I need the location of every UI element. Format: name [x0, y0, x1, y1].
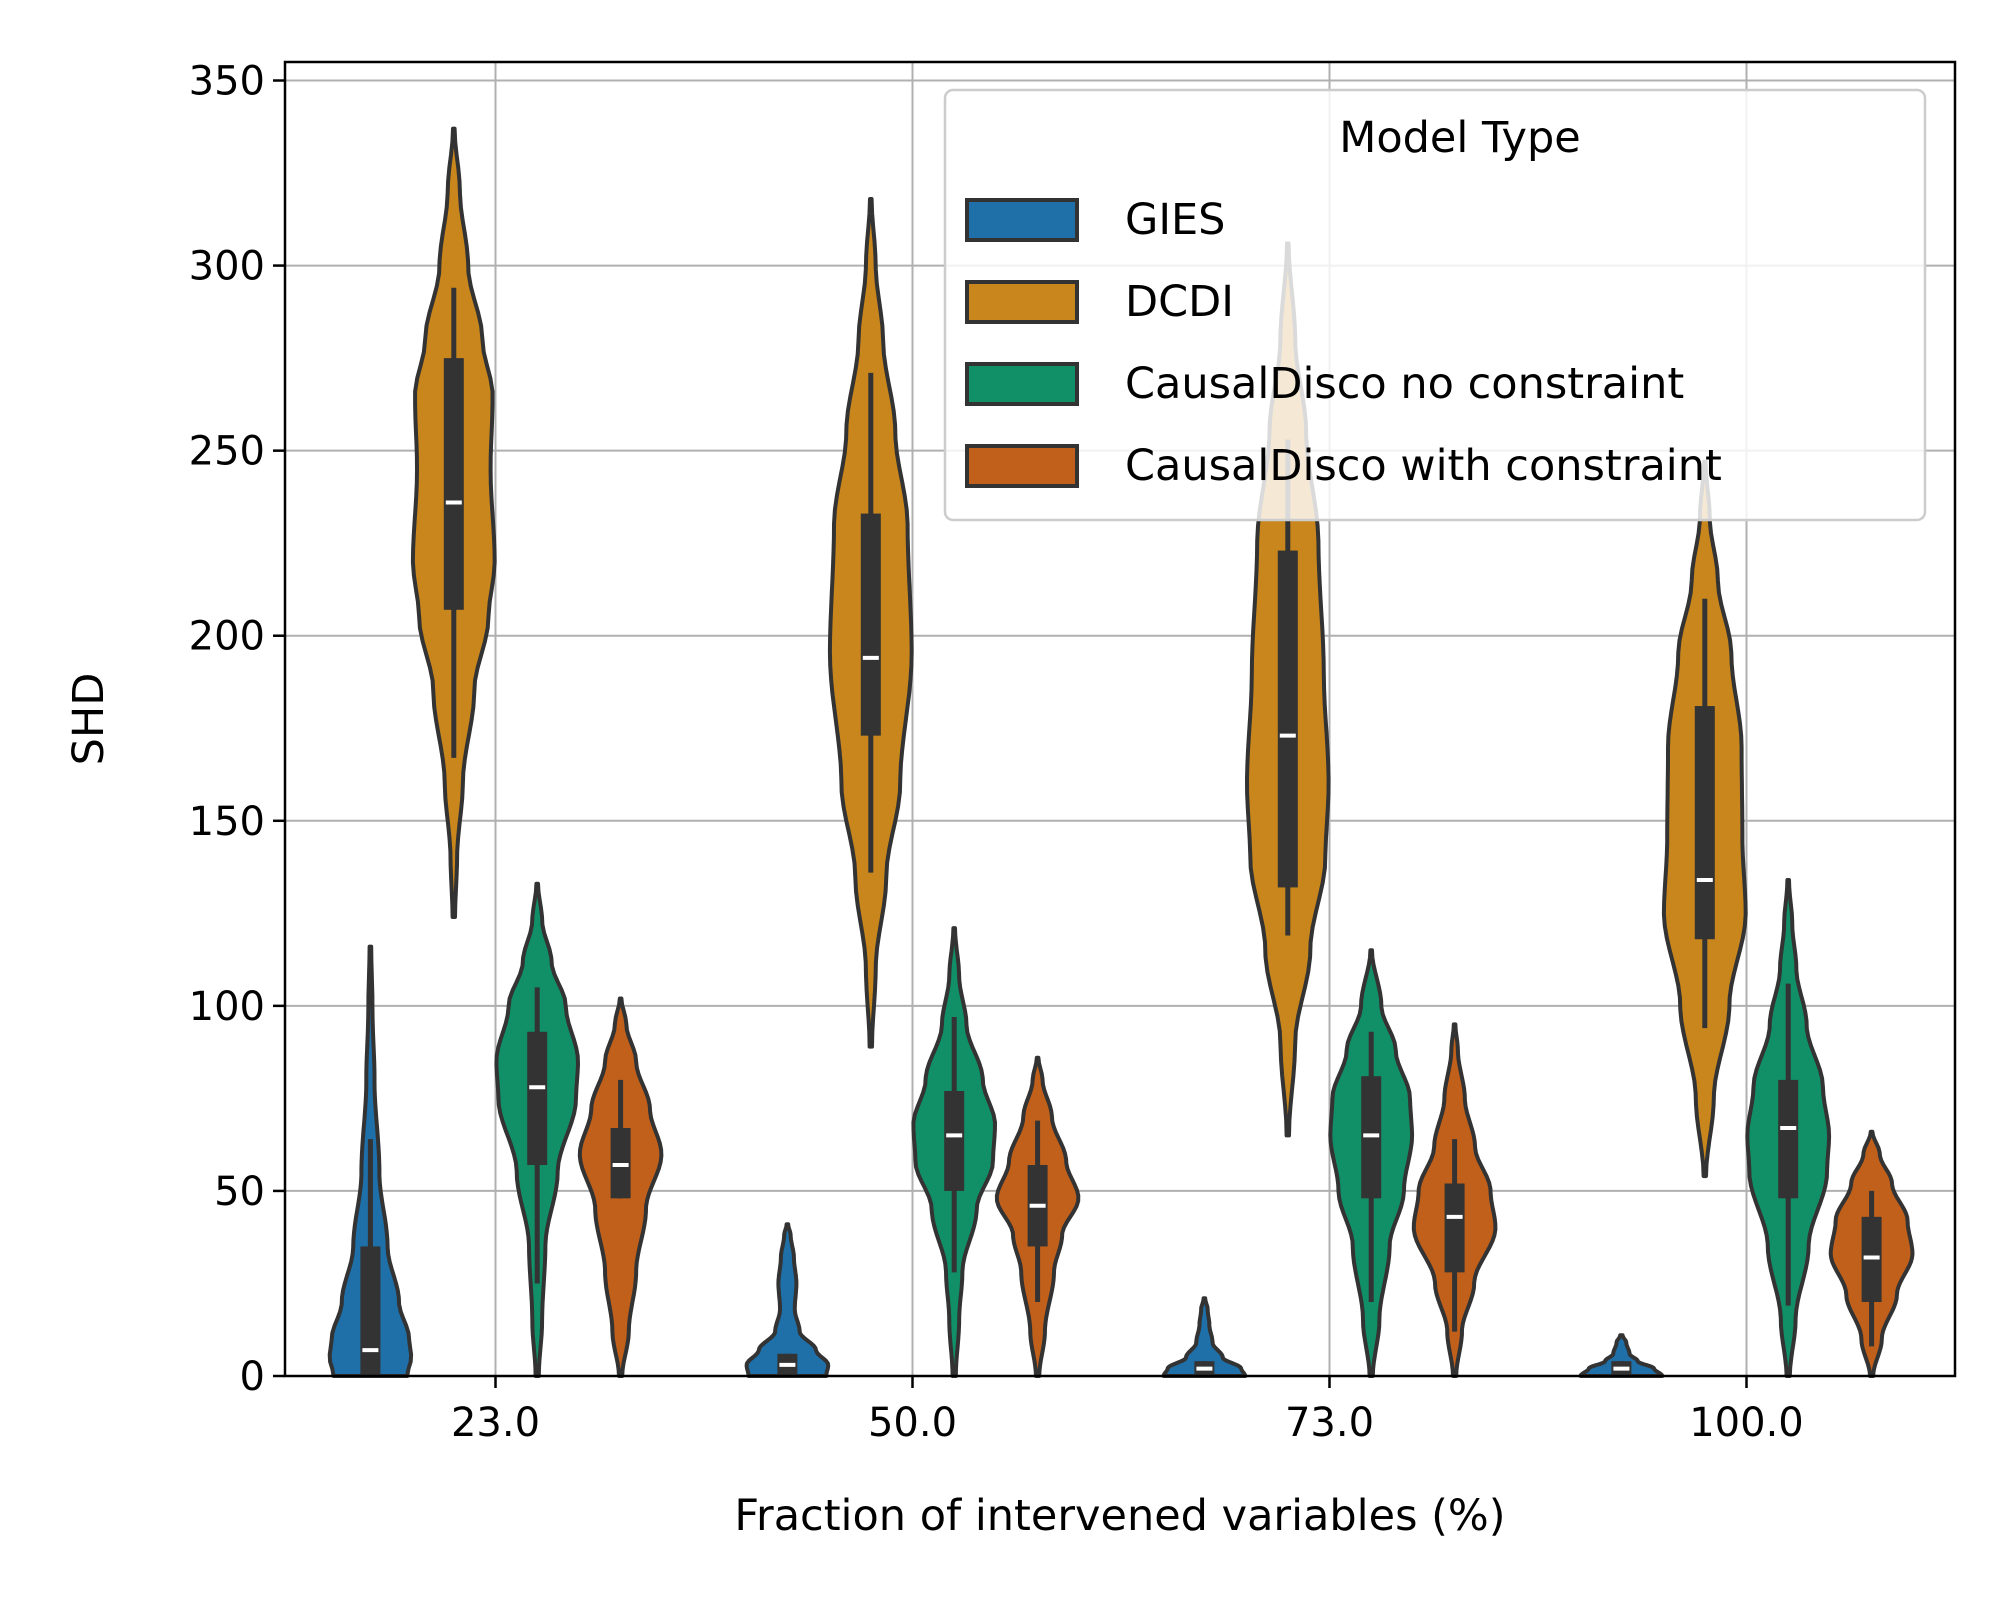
- x-axis-label: Fraction of intervened variables (%): [734, 1491, 1505, 1541]
- y-tick-label-250: 250: [189, 429, 265, 475]
- legend-swatch-gies: [965, 198, 1079, 242]
- y-tick-label-300: 300: [189, 244, 265, 290]
- violin-gies-100.0: [1578, 1333, 1665, 1378]
- x-tick-label-50.0: 50.0: [868, 1400, 957, 1446]
- iqr-box-causaldisco-no-constraint-23.0: [527, 1031, 548, 1166]
- legend-label-causaldisco-with-constraint: CausalDisco with constraint: [1125, 441, 1722, 491]
- iqr-box-dcdi-100.0: [1694, 706, 1715, 940]
- iqr-box-dcdi-23.0: [443, 358, 464, 610]
- plot-frame: [283, 60, 1957, 1378]
- legend-title: Model Type: [1339, 113, 1581, 163]
- x-tick-label-73.0: 73.0: [1285, 1400, 1374, 1446]
- y-tick-label-150: 150: [189, 799, 265, 845]
- iqr-box-dcdi-50.0: [860, 513, 881, 736]
- y-tick-label-0: 0: [240, 1354, 265, 1400]
- iqr-box-gies-23.0: [360, 1246, 381, 1376]
- iqr-box-causaldisco-no-constraint-50.0: [944, 1090, 965, 1191]
- violin-gies-73.0: [1161, 1296, 1248, 1378]
- legend-swatch-causaldisco-with-constraint: [965, 444, 1079, 488]
- violin-gies-50.0: [744, 1222, 831, 1378]
- legend-label-dcdi: DCDI: [1125, 277, 1234, 327]
- y-tick-label-350: 350: [189, 59, 265, 105]
- x-tick-label-23.0: 23.0: [451, 1400, 540, 1446]
- y-tick-label-50: 50: [214, 1169, 265, 1215]
- y-axis-label: SHD: [64, 673, 114, 766]
- iqr-box-causaldisco-with-constraint-73.0: [1444, 1183, 1465, 1273]
- y-tick-label-100: 100: [189, 984, 265, 1030]
- legend: Model Type GIES DCDI CausalDisco no constr…: [943, 88, 1927, 522]
- y-tick-label-200: 200: [189, 614, 265, 660]
- legend-box: [943, 88, 1927, 522]
- legend-label-causaldisco-no-constraint: CausalDisco no constraint: [1125, 359, 1684, 409]
- iqr-box-dcdi-73.0: [1277, 550, 1298, 888]
- iqr-box-causaldisco-no-constraint-100.0: [1778, 1079, 1799, 1199]
- legend-swatch-causaldisco-no-constraint: [965, 362, 1079, 406]
- legend-swatch-dcdi: [965, 280, 1079, 324]
- x-tick-label-100.0: 100.0: [1689, 1400, 1804, 1446]
- axis-layer: 0 50 100 150 200 250 300 350 23.0 50.0 73.0 100.0: [189, 59, 1957, 1446]
- legend-label-gies: GIES: [1125, 195, 1225, 245]
